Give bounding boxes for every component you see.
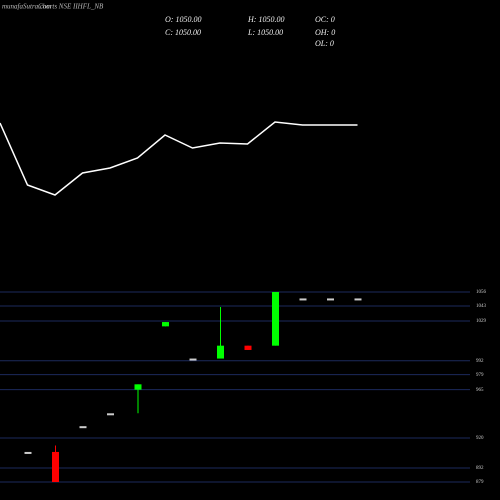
candle-body <box>354 298 362 301</box>
ohlc-info: L: 1050.00 <box>247 28 283 37</box>
ohlc-info: OH: 0 <box>315 28 335 37</box>
ohlc-info: C: 1050.00 <box>165 28 201 37</box>
candle-body <box>134 384 142 390</box>
candle-body <box>299 298 307 301</box>
y-tick-label: 1043 <box>476 304 487 309</box>
y-tick-label: 1029 <box>476 319 487 324</box>
candle-body <box>24 451 32 454</box>
ohlc-info: H: 1050.00 <box>247 15 284 24</box>
y-tick-label: 992 <box>476 359 484 364</box>
candle-body <box>79 426 87 429</box>
candle-body <box>327 298 334 301</box>
ohlc-info: OL: 0 <box>315 39 334 48</box>
candle-body <box>162 322 169 327</box>
ohlc-info: O: 1050.00 <box>165 15 201 24</box>
candle-body <box>52 451 59 482</box>
y-tick-label: 1056 <box>476 290 487 295</box>
candle-body <box>217 345 224 359</box>
candle-body <box>244 345 252 350</box>
watermark: munafaSutra.com <box>2 3 52 11</box>
y-tick-label: 920 <box>476 436 484 441</box>
ohlc-info: OC: 0 <box>315 15 335 24</box>
y-tick-label: 879 <box>476 480 484 485</box>
chart-title: Charts NSE IIHFL_NB <box>38 3 104 11</box>
y-tick-label: 892 <box>476 466 484 471</box>
y-tick-label: 965 <box>476 388 484 393</box>
candle-body <box>189 358 197 361</box>
candle-body <box>107 413 114 416</box>
line <box>0 121 358 196</box>
y-tick-label: 979 <box>476 373 484 378</box>
candle-body <box>272 292 279 346</box>
